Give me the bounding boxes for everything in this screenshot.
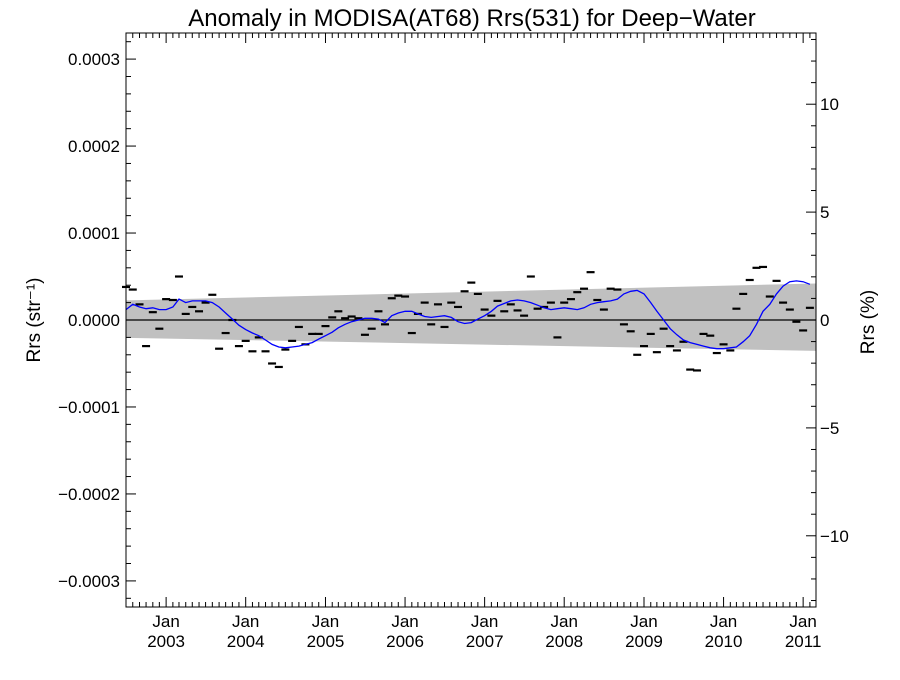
- x-tick-label-year: 2004: [227, 632, 265, 651]
- y-right-tick-label: 5: [820, 203, 829, 222]
- uncertainty-band: [126, 283, 816, 351]
- y-right-tick-label: 10: [820, 95, 839, 114]
- x-tick-label-year: 2007: [466, 632, 504, 651]
- x-tick-label-month: Jan: [550, 612, 577, 631]
- x-tick-label-year: 2005: [307, 632, 345, 651]
- y-left-tick-label: −0.0001: [58, 398, 120, 417]
- x-tick-label-year: 2008: [545, 632, 583, 651]
- monthly-anomaly-points-layer: [122, 265, 814, 372]
- y-axis-left-label: Rrs (str⁻¹): [24, 278, 45, 363]
- y-left-tick-label: 0.0002: [68, 137, 120, 156]
- x-tick-label-month: Jan: [391, 612, 418, 631]
- x-tick-label-month: Jan: [152, 612, 179, 631]
- axis-ticks-layer: [126, 33, 816, 607]
- x-tick-label-month: Jan: [630, 612, 657, 631]
- x-tick-label-month: Jan: [789, 612, 816, 631]
- x-tick-label-month: Jan: [232, 612, 259, 631]
- axis-text-layer: Anomaly in MODISA(AT68) Rrs(531) for Dee…: [24, 5, 879, 651]
- x-tick-label-month: Jan: [471, 612, 498, 631]
- x-tick-label-year: 2006: [386, 632, 424, 651]
- y-left-tick-label: 0.0000: [68, 311, 120, 330]
- y-left-tick-label: 0.0001: [68, 224, 120, 243]
- running-mean-line: [125, 280, 811, 350]
- x-tick-label-month: Jan: [312, 612, 339, 631]
- x-tick-label-year: 2010: [705, 632, 743, 651]
- y-axis-right-label: Rrs (%): [858, 290, 879, 354]
- y-left-tick-label: −0.0002: [58, 485, 120, 504]
- y-right-tick-label: 0: [820, 311, 829, 330]
- x-tick-label-month: Jan: [710, 612, 737, 631]
- x-tick-label-year: 2011: [785, 632, 822, 651]
- chart-title: Anomaly in MODISA(AT68) Rrs(531) for Dee…: [188, 5, 756, 32]
- x-tick-label-year: 2003: [147, 632, 185, 651]
- y-left-tick-label: 0.0003: [68, 50, 120, 69]
- y-right-tick-label: −5: [820, 419, 839, 438]
- running-mean-series-layer: [125, 280, 811, 350]
- y-right-tick-label: −10: [820, 527, 849, 546]
- x-tick-label-year: 2009: [625, 632, 663, 651]
- y-left-tick-label: −0.0003: [58, 572, 120, 591]
- uncertainty-band-layer: [126, 283, 816, 351]
